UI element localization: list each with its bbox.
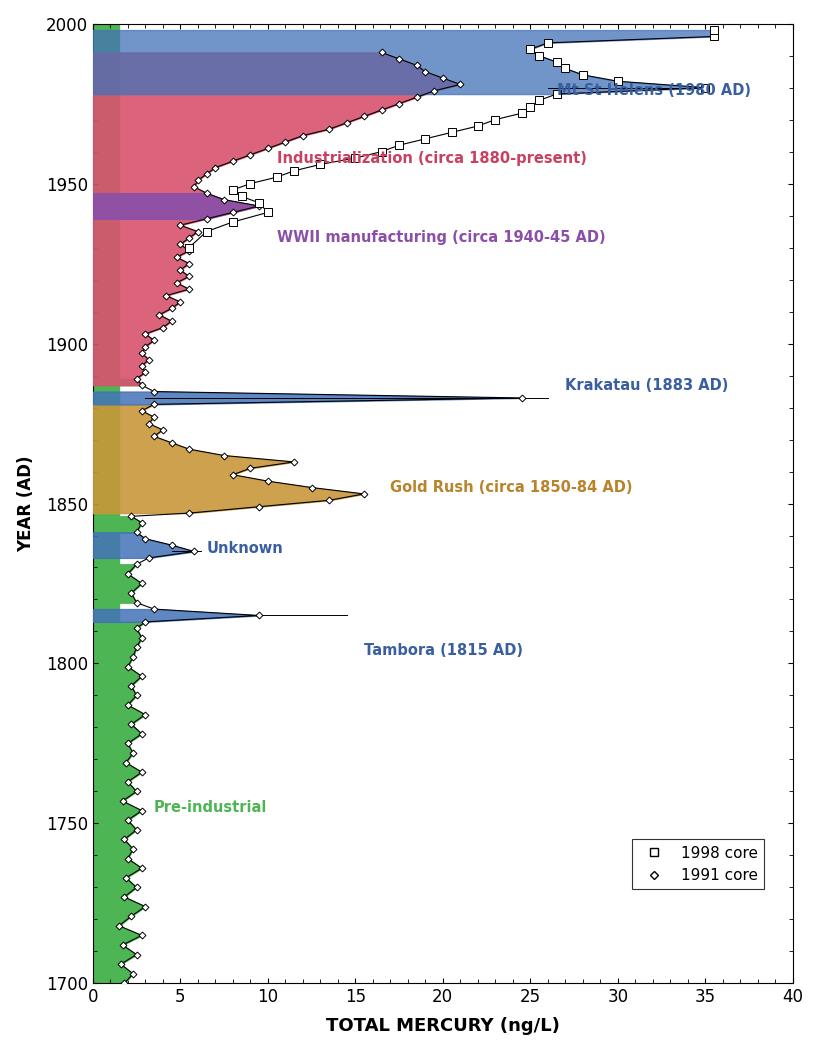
Text: WWII manufacturing (circa 1940-45 AD): WWII manufacturing (circa 1940-45 AD) [276, 230, 604, 245]
Text: Krakatau (1883 AD): Krakatau (1883 AD) [564, 378, 728, 392]
Legend: 1998 core, 1991 core: 1998 core, 1991 core [631, 839, 763, 889]
Text: Industrialization (circa 1880-present): Industrialization (circa 1880-present) [276, 150, 586, 165]
Text: Mt St Helens (1980 AD): Mt St Helens (1980 AD) [556, 83, 749, 98]
Text: Pre-industrial: Pre-industrial [154, 800, 267, 815]
Y-axis label: YEAR (AD): YEAR (AD) [16, 456, 34, 551]
X-axis label: TOTAL MERCURY (ng/L): TOTAL MERCURY (ng/L) [325, 1017, 559, 1035]
Text: Gold Rush (circa 1850-84 AD): Gold Rush (circa 1850-84 AD) [390, 480, 632, 495]
Text: Unknown: Unknown [206, 541, 283, 555]
Text: Tambora (1815 AD): Tambora (1815 AD) [364, 643, 523, 659]
